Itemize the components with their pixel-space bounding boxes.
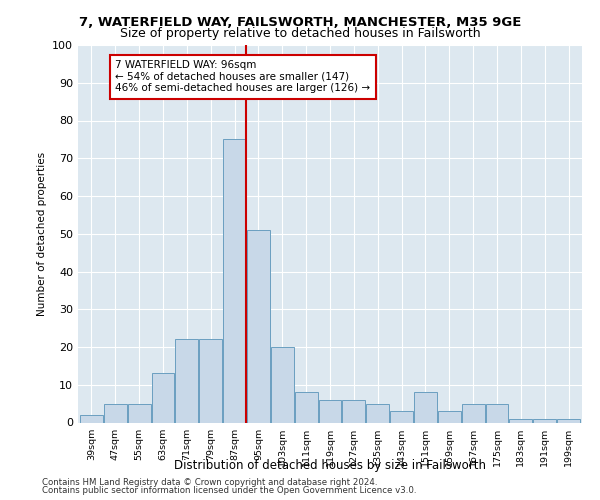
Bar [199,340,222,422]
Y-axis label: Number of detached properties: Number of detached properties [37,152,47,316]
Bar [247,230,270,422]
Text: Contains HM Land Registry data © Crown copyright and database right 2024.: Contains HM Land Registry data © Crown c… [42,478,377,487]
Bar [128,404,151,422]
Bar [104,404,127,422]
Bar [461,404,485,422]
Bar [557,418,580,422]
Bar [80,415,103,422]
Bar [390,411,413,422]
Bar [343,400,365,422]
Bar [485,404,508,422]
Bar [223,140,246,422]
Bar [509,418,532,422]
Text: Distribution of detached houses by size in Failsworth: Distribution of detached houses by size … [174,460,486,472]
Text: Contains public sector information licensed under the Open Government Licence v3: Contains public sector information licen… [42,486,416,495]
Bar [319,400,341,422]
Bar [414,392,437,422]
Bar [533,418,556,422]
Bar [366,404,389,422]
Text: 7, WATERFIELD WAY, FAILSWORTH, MANCHESTER, M35 9GE: 7, WATERFIELD WAY, FAILSWORTH, MANCHESTE… [79,16,521,29]
Bar [271,347,294,422]
Bar [295,392,317,422]
Text: 7 WATERFIELD WAY: 96sqm
← 54% of detached houses are smaller (147)
46% of semi-d: 7 WATERFIELD WAY: 96sqm ← 54% of detache… [115,60,370,94]
Bar [175,340,199,422]
Bar [438,411,461,422]
Bar [152,374,175,422]
Text: Size of property relative to detached houses in Failsworth: Size of property relative to detached ho… [119,28,481,40]
